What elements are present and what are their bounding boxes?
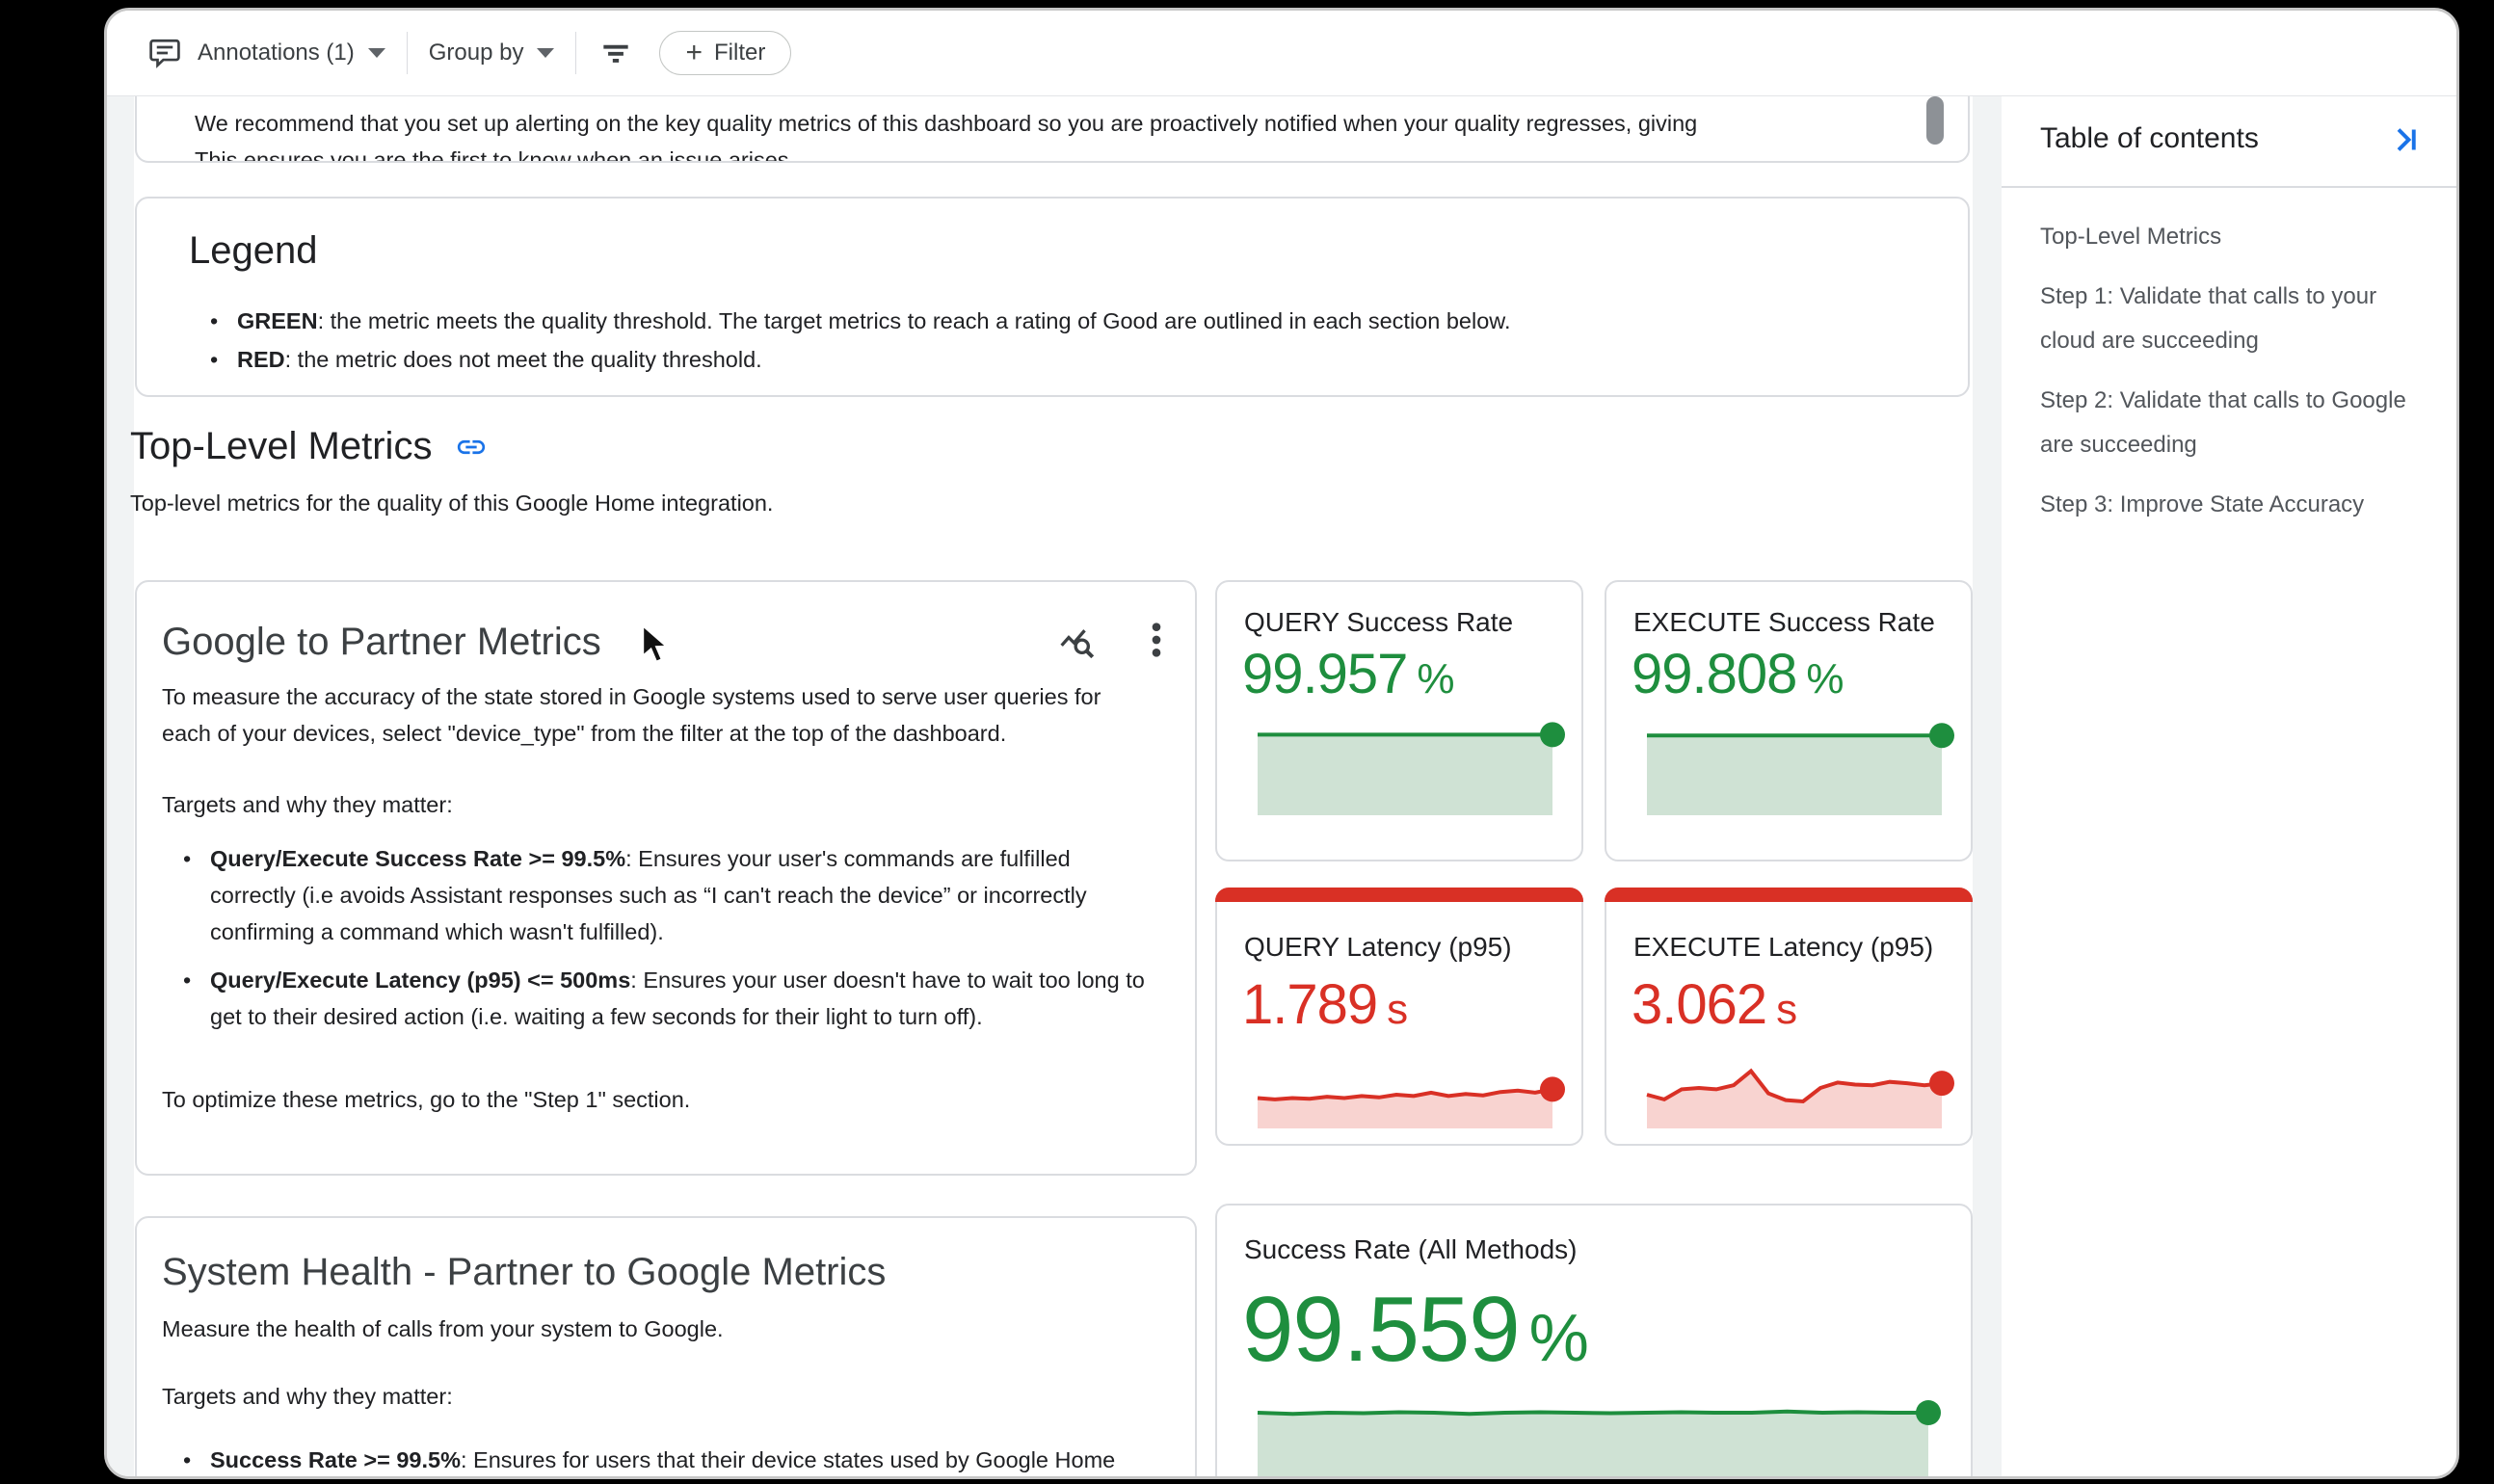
scorecard-value: 99.559% (1242, 1278, 1589, 1381)
card-description: Measure the health of calls from your sy… (162, 1316, 724, 1341)
right-scroll-gutter (1973, 96, 2002, 1476)
scorecard-value: 1.789 s (1242, 973, 1408, 1036)
filter-list-icon[interactable] (597, 35, 634, 71)
more-options-icon[interactable] (1137, 617, 1176, 668)
legend-title: Legend (189, 229, 318, 272)
legend-item-red: • RED: the metric does not meet the qual… (208, 341, 1924, 378)
threshold-alert-bar (1215, 888, 1583, 902)
table-of-contents-panel: Table of contents Top-Level Metrics Step… (2002, 97, 2456, 1476)
toolbar-divider (406, 32, 408, 74)
section-subtitle: Top-level metrics for the quality of thi… (130, 490, 774, 516)
toc-item-step-2[interactable]: Step 2: Validate that calls to Google ar… (2040, 387, 2406, 458)
vertical-scrollbar-thumb[interactable] (1926, 96, 1944, 145)
execute-latency-card: EXECUTE Latency (p95) 3.062 s (1605, 888, 1973, 1146)
sparkline-chart (1257, 1400, 1941, 1476)
annotations-label: Annotations (1) (198, 40, 355, 66)
section-heading-top-level-metrics: Top-Level Metrics (130, 425, 488, 468)
bullet-glyph: • (210, 347, 219, 372)
google-to-partner-card: Google to Partner Metrics To measure the… (135, 580, 1197, 1176)
card-description: To measure the accuracy of the state sto… (162, 684, 1101, 746)
bullet-glyph: • (183, 846, 192, 871)
group-by-label: Group by (428, 40, 524, 66)
target-item: • Query/Execute Latency (p95) <= 500ms: … (181, 962, 1154, 1035)
targets-label: Targets and why they matter: (162, 792, 453, 817)
sparkline-chart (1257, 1061, 1565, 1128)
left-scroll-gutter (107, 96, 134, 1476)
toc-title: Table of contents (2040, 122, 2259, 154)
targets-list: • Query/Execute Success Rate >= 99.5%: E… (181, 840, 1154, 1035)
bullet-glyph: • (210, 308, 219, 333)
target-item: • Query/Execute Success Rate >= 99.5%: E… (181, 840, 1154, 950)
link-icon[interactable] (455, 431, 488, 464)
plus-icon: + (685, 37, 703, 68)
query-latency-card: QUERY Latency (p95) 1.789 s (1215, 888, 1583, 1146)
scorecard-title: EXECUTE Latency (p95) (1633, 932, 1934, 962)
toolbar-divider (575, 32, 577, 74)
target-item: • Success Rate >= 99.5%: Ensures for use… (181, 1442, 1145, 1476)
targets-list: • Success Rate >= 99.5%: Ensures for use… (181, 1442, 1145, 1476)
card-footer-note: To optimize these metrics, go to the "St… (162, 1087, 691, 1112)
dashboard-toolbar: Annotations (1) Group by + Filter (107, 11, 2456, 96)
legend-card: Legend • GREEN: the metric meets the qua… (135, 197, 1970, 397)
toc-divider (2002, 186, 2456, 188)
targets-label: Targets and why they matter: (162, 1384, 453, 1409)
add-filter-button[interactable]: + Filter (659, 31, 792, 75)
success-rate-all-methods-card: Success Rate (All Methods) 99.559% (1215, 1204, 1973, 1476)
section-title: Top-Level Metrics (130, 425, 433, 467)
card-title: System Health - Partner to Google Metric… (162, 1251, 887, 1293)
bullet-glyph: • (183, 1447, 192, 1472)
sparkline-chart (1258, 722, 1565, 815)
intro-clipped-line: We recommend that you set up alerting on… (195, 111, 1698, 136)
legend-list: • GREEN: the metric meets the quality th… (208, 303, 1924, 378)
scorecard-title: EXECUTE Success Rate (1633, 607, 1935, 637)
collapse-panel-icon[interactable] (2387, 122, 2422, 157)
scorecard-value: 99.808% (1632, 643, 1844, 705)
system-health-card: System Health - Partner to Google Metric… (135, 1216, 1197, 1476)
scorecard-value: 99.957% (1242, 643, 1455, 705)
toc-list: Top-Level Metrics Step 1: Validate that … (2040, 215, 2433, 543)
threshold-alert-bar (1605, 888, 1973, 902)
scorecard-title: Success Rate (All Methods) (1244, 1234, 1578, 1264)
group-by-button[interactable]: Group by (429, 40, 555, 66)
dashboard-window: We recommend that you set up alerting on… (104, 8, 2459, 1479)
scorecard-value: 3.062 s (1632, 973, 1797, 1036)
filter-button-label: Filter (714, 40, 766, 66)
legend-item-green: • GREEN: the metric meets the quality th… (208, 303, 1924, 339)
execute-success-rate-card: EXECUTE Success Rate 99.808% (1605, 580, 1973, 861)
scorecard-title: QUERY Latency (p95) (1244, 932, 1512, 962)
sparkline-chart (1647, 723, 1954, 815)
annotations-button[interactable]: Annotations (1) (147, 36, 385, 70)
toc-item-top-level-metrics[interactable]: Top-Level Metrics (2040, 224, 2222, 250)
bullet-glyph: • (183, 967, 192, 993)
sparkline-chart (1646, 1061, 1954, 1128)
chevron-down-icon (367, 48, 385, 58)
toc-item-step-3[interactable]: Step 3: Improve State Accuracy (2040, 491, 2365, 517)
toc-item-step-1[interactable]: Step 1: Validate that calls to your clou… (2040, 283, 2377, 354)
scorecard-title: QUERY Success Rate (1244, 607, 1514, 637)
mouse-cursor (639, 623, 677, 671)
card-title: Google to Partner Metrics (162, 621, 601, 663)
query-success-rate-card: QUERY Success Rate 99.957% (1215, 580, 1583, 861)
chevron-down-icon (537, 48, 555, 58)
explore-data-icon[interactable] (1058, 623, 1101, 670)
intro-line: This ensures you are the first to know w… (195, 147, 796, 163)
